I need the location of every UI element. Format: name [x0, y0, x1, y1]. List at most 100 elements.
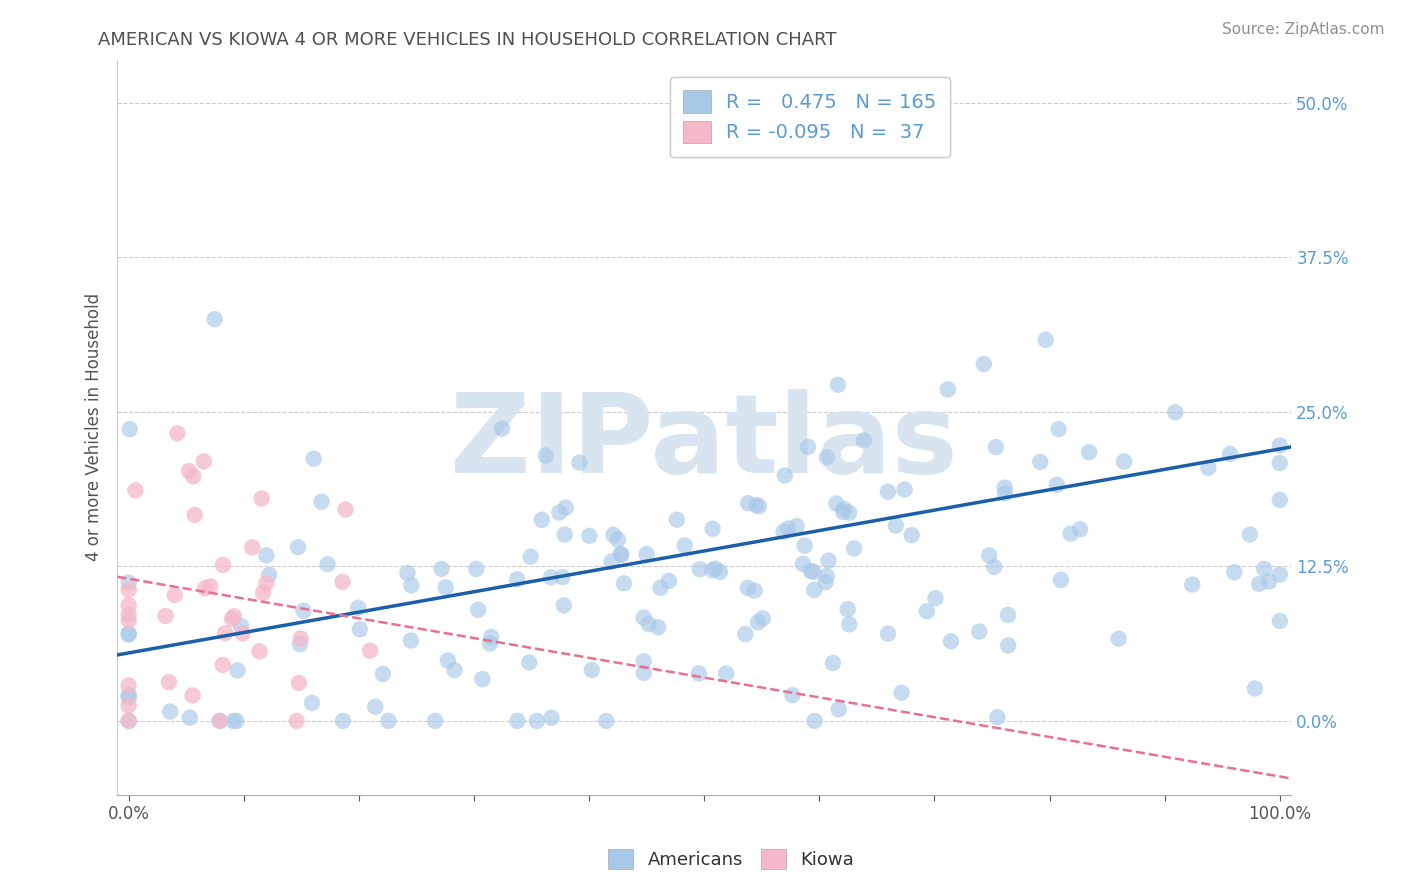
Point — [1268, 614, 1291, 628]
Point — [1069, 522, 1091, 536]
Point — [208, 714, 231, 728]
Point — [803, 583, 825, 598]
Point — [817, 554, 839, 568]
Point — [423, 714, 446, 728]
Point — [744, 583, 766, 598]
Point — [288, 676, 311, 690]
Point — [689, 562, 711, 576]
Point — [773, 468, 796, 483]
Point — [801, 565, 824, 579]
Point — [519, 549, 541, 564]
Point — [1164, 405, 1187, 419]
Point — [983, 560, 1005, 574]
Point — [842, 541, 865, 556]
Point — [124, 483, 146, 498]
Point — [211, 658, 233, 673]
Point — [335, 502, 357, 516]
Point — [636, 547, 658, 561]
Point — [118, 678, 141, 692]
Point — [551, 570, 574, 584]
Point — [793, 539, 815, 553]
Point — [786, 519, 808, 533]
Point — [430, 562, 453, 576]
Point — [212, 558, 235, 572]
Point — [118, 714, 141, 728]
Point — [364, 699, 387, 714]
Point — [540, 570, 562, 584]
Point — [778, 521, 800, 535]
Point — [471, 672, 494, 686]
Point — [256, 549, 278, 563]
Point — [302, 451, 325, 466]
Point — [748, 499, 770, 513]
Point — [1253, 562, 1275, 576]
Point — [506, 573, 529, 587]
Point — [222, 609, 245, 624]
Point — [716, 666, 738, 681]
Point — [250, 491, 273, 506]
Point — [658, 574, 681, 588]
Point — [118, 607, 141, 622]
Point — [526, 714, 548, 728]
Legend: Americans, Kiowa: Americans, Kiowa — [599, 839, 863, 879]
Point — [797, 440, 820, 454]
Y-axis label: 4 or more Vehicles in Household: 4 or more Vehicles in Household — [86, 293, 103, 561]
Point — [517, 656, 540, 670]
Point — [118, 627, 141, 641]
Point — [288, 637, 311, 651]
Point — [737, 496, 759, 510]
Point — [181, 689, 204, 703]
Point — [183, 469, 205, 483]
Point — [1239, 527, 1261, 541]
Point — [1268, 493, 1291, 508]
Point — [257, 567, 280, 582]
Point — [828, 702, 851, 716]
Point — [204, 312, 226, 326]
Text: Source: ZipAtlas.com: Source: ZipAtlas.com — [1222, 22, 1385, 37]
Point — [984, 440, 1007, 454]
Point — [704, 561, 727, 575]
Point — [200, 579, 222, 593]
Point — [229, 619, 252, 633]
Point — [702, 563, 724, 577]
Point — [332, 714, 354, 728]
Text: AMERICAN VS KIOWA 4 OR MORE VEHICLES IN HOUSEHOLD CORRELATION CHART: AMERICAN VS KIOWA 4 OR MORE VEHICLES IN … — [98, 31, 837, 49]
Point — [349, 622, 371, 636]
Point — [290, 632, 312, 646]
Point — [1258, 574, 1281, 589]
Point — [118, 422, 141, 436]
Point — [1059, 526, 1081, 541]
Point — [118, 575, 141, 590]
Point — [118, 688, 141, 702]
Point — [177, 464, 200, 478]
Point — [1268, 567, 1291, 582]
Point — [159, 705, 181, 719]
Point — [734, 627, 756, 641]
Point — [194, 582, 217, 596]
Point — [301, 696, 323, 710]
Point — [650, 581, 672, 595]
Point — [118, 690, 141, 705]
Point — [893, 483, 915, 497]
Point — [827, 377, 849, 392]
Point — [491, 422, 513, 436]
Point — [986, 710, 1008, 724]
Point — [554, 527, 576, 541]
Legend: R =   0.475   N = 165, R = -0.095   N =  37: R = 0.475 N = 165, R = -0.095 N = 37 — [669, 77, 950, 157]
Point — [214, 626, 236, 640]
Point — [285, 714, 308, 728]
Text: ZIPatlas: ZIPatlas — [450, 389, 957, 496]
Point — [347, 600, 370, 615]
Point — [193, 454, 215, 468]
Point — [702, 522, 724, 536]
Point — [884, 518, 907, 533]
Point — [179, 711, 201, 725]
Point — [821, 656, 844, 670]
Point — [581, 663, 603, 677]
Point — [838, 617, 860, 632]
Point — [155, 609, 177, 624]
Point — [936, 383, 959, 397]
Point — [1223, 565, 1246, 579]
Point — [837, 602, 859, 616]
Point — [1078, 445, 1101, 459]
